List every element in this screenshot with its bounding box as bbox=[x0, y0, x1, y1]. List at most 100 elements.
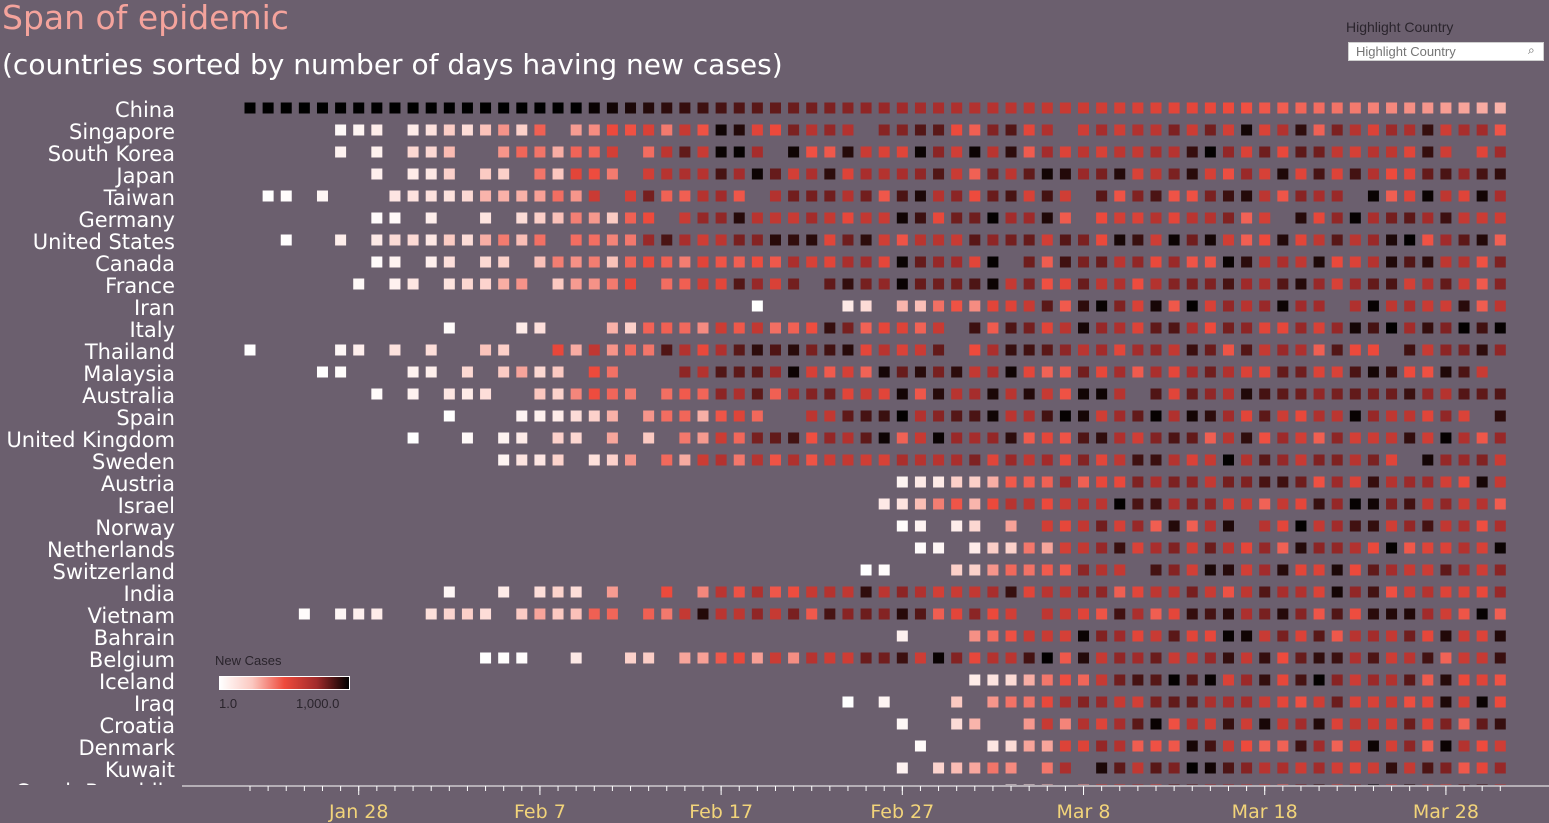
heatmap-cell bbox=[643, 190, 655, 202]
heatmap-cell bbox=[733, 344, 745, 356]
heatmap-cell bbox=[914, 542, 926, 554]
heatmap-cell bbox=[806, 256, 818, 268]
heatmap-cell bbox=[1023, 718, 1035, 730]
heatmap-cell bbox=[425, 190, 437, 202]
heatmap-cell bbox=[1150, 124, 1162, 136]
heatmap-cell bbox=[842, 366, 854, 378]
heatmap-cell bbox=[661, 124, 673, 136]
heatmap-cell bbox=[1059, 718, 1071, 730]
heatmap-cell bbox=[588, 190, 600, 202]
heatmap-cell bbox=[1222, 454, 1234, 466]
heatmap-cell bbox=[1168, 762, 1180, 774]
heatmap-cell bbox=[1168, 102, 1180, 114]
heatmap-cell bbox=[1186, 388, 1198, 400]
country-label: Norway bbox=[95, 516, 175, 540]
heatmap-cell bbox=[1059, 410, 1071, 422]
heatmap-cell bbox=[1259, 234, 1271, 246]
heatmap-cell bbox=[860, 168, 872, 180]
heatmap-cell bbox=[1349, 344, 1361, 356]
heatmap-cell bbox=[679, 168, 691, 180]
heatmap-cell bbox=[298, 608, 310, 620]
heatmap-cell bbox=[969, 124, 981, 136]
heatmap-cell bbox=[697, 652, 709, 664]
heatmap-cell bbox=[788, 102, 800, 114]
heatmap-cell bbox=[896, 432, 908, 444]
heatmap-cell bbox=[1313, 498, 1325, 510]
heatmap-cell bbox=[1313, 366, 1325, 378]
heatmap-cell bbox=[824, 234, 836, 246]
heatmap-cell bbox=[1059, 564, 1071, 576]
heatmap-cell bbox=[1132, 520, 1144, 532]
heatmap-cell bbox=[1204, 520, 1216, 532]
heatmap-cell bbox=[1386, 784, 1398, 785]
heatmap-cell bbox=[1023, 300, 1035, 312]
heatmap-cell bbox=[643, 124, 655, 136]
heatmap-cell bbox=[951, 454, 963, 466]
heatmap-cell bbox=[679, 388, 691, 400]
heatmap-cell bbox=[987, 190, 999, 202]
heatmap-cell bbox=[933, 168, 945, 180]
heatmap-cell bbox=[969, 652, 981, 664]
heatmap-cell bbox=[461, 278, 473, 290]
heatmap-cell bbox=[1132, 256, 1144, 268]
heatmap-cell bbox=[1204, 278, 1216, 290]
heatmap-cell bbox=[1331, 476, 1343, 488]
heatmap-cell bbox=[697, 278, 709, 290]
heatmap-cell bbox=[1204, 718, 1216, 730]
heatmap-cell bbox=[1259, 696, 1271, 708]
heatmap-cell bbox=[1204, 498, 1216, 510]
heatmap-cell bbox=[1059, 630, 1071, 642]
heatmap-cell bbox=[534, 102, 546, 114]
heatmap-cell bbox=[1277, 498, 1289, 510]
x-tick-label: Feb 17 bbox=[689, 801, 753, 823]
heatmap-cell bbox=[1041, 410, 1053, 422]
search-icon[interactable]: ⌕ bbox=[1528, 43, 1535, 57]
heatmap-cell bbox=[1458, 740, 1470, 752]
heatmap-cell bbox=[1204, 454, 1216, 466]
heatmap-cell bbox=[1476, 542, 1488, 554]
heatmap-cell bbox=[1005, 740, 1017, 752]
heatmap-cell bbox=[1059, 366, 1071, 378]
heatmap-cell bbox=[878, 498, 890, 510]
heatmap-cell bbox=[1222, 520, 1234, 532]
heatmap-cell bbox=[1404, 234, 1416, 246]
heatmap-cell bbox=[1096, 344, 1108, 356]
heatmap-cell bbox=[552, 212, 564, 224]
heatmap-cell bbox=[1059, 608, 1071, 620]
heatmap-cell bbox=[1458, 498, 1470, 510]
heatmap-cell bbox=[1023, 102, 1035, 114]
heatmap-cell bbox=[1041, 718, 1053, 730]
heatmap-cell bbox=[697, 124, 709, 136]
heatmap-cell bbox=[1295, 740, 1307, 752]
heatmap-cell bbox=[860, 586, 872, 598]
heatmap-cell bbox=[643, 102, 655, 114]
heatmap-cell bbox=[824, 278, 836, 290]
heatmap-cell bbox=[1458, 102, 1470, 114]
heatmap-cell bbox=[443, 388, 455, 400]
heatmap-cell bbox=[951, 608, 963, 620]
heatmap-cell bbox=[1313, 784, 1325, 785]
heatmap-cell bbox=[896, 718, 908, 730]
country-label: Malaysia bbox=[83, 362, 175, 386]
heatmap-cell bbox=[1494, 168, 1506, 180]
heatmap-cell bbox=[661, 146, 673, 158]
heatmap-cell bbox=[1132, 190, 1144, 202]
heatmap-cell bbox=[1132, 322, 1144, 334]
heatmap-cell bbox=[516, 102, 528, 114]
heatmap-cell bbox=[1132, 630, 1144, 642]
highlight-country-input[interactable] bbox=[1348, 42, 1544, 61]
heatmap-cell bbox=[1204, 256, 1216, 268]
heatmap-cell bbox=[751, 322, 763, 334]
heatmap-cell bbox=[625, 322, 637, 334]
heatmap-cell bbox=[769, 608, 781, 620]
heatmap-cell bbox=[1386, 608, 1398, 620]
heatmap-cell bbox=[534, 410, 546, 422]
heatmap-cell bbox=[389, 256, 401, 268]
heatmap-cell bbox=[1476, 762, 1488, 774]
heatmap-cell bbox=[1331, 234, 1343, 246]
heatmap-cell bbox=[625, 454, 637, 466]
heatmap-cell bbox=[1277, 366, 1289, 378]
heatmap-cell bbox=[1440, 278, 1452, 290]
country-label: United Kingdom bbox=[6, 428, 175, 452]
heatmap-cell bbox=[1023, 344, 1035, 356]
